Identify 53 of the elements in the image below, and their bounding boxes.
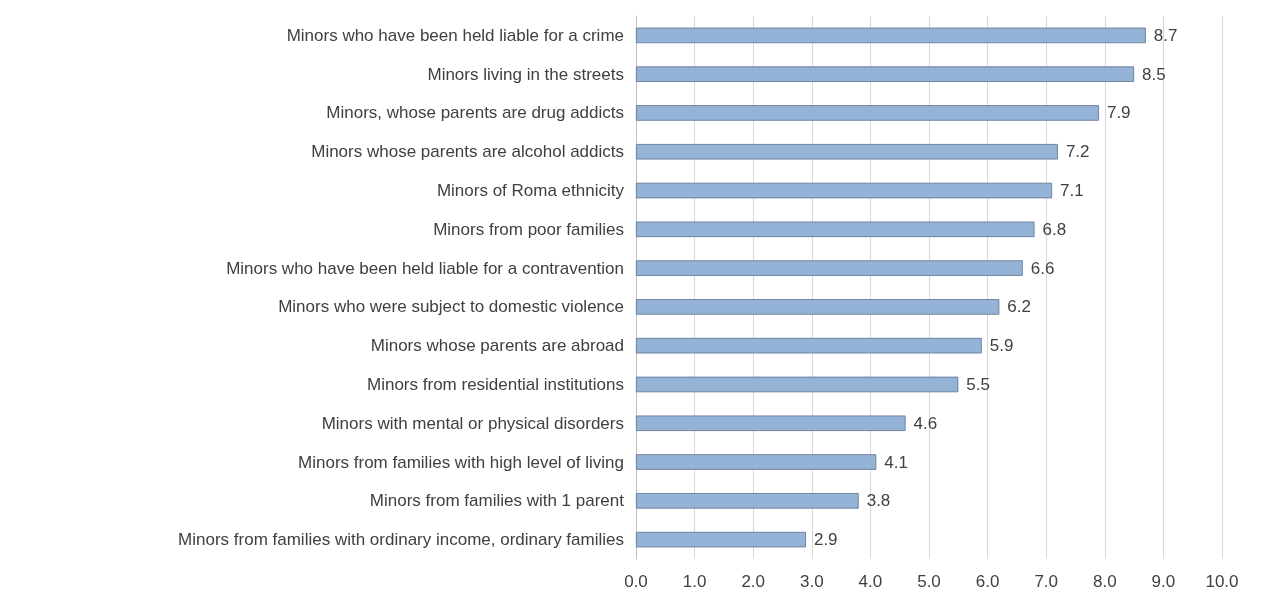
bar [636, 493, 859, 509]
x-tick-label: 9.0 [1151, 572, 1176, 591]
bar [636, 260, 1023, 276]
bar [636, 531, 806, 548]
y-tick-label: Minors, whose parents are drug addicts [326, 103, 624, 123]
y-tick-label: Minors from families with ordinary income, ordinary families [178, 530, 624, 550]
x-tick-label: 1.0 [682, 572, 707, 591]
bar [636, 27, 1146, 44]
data-label: 8.7 [1153, 25, 1178, 45]
data-label: 4.6 [913, 413, 938, 433]
data-label: 6.2 [1007, 297, 1031, 317]
bar [636, 299, 1000, 315]
data-label: 7.1 [1060, 181, 1084, 201]
x-tick-label: 0.0 [624, 572, 648, 591]
data-label: 5.9 [989, 336, 1014, 356]
data-label: 7.2 [1065, 142, 1090, 162]
data-label: 2.9 [813, 530, 838, 550]
y-tick-label: Minors from families with high level of living [298, 452, 624, 472]
y-tick-label: Minors with mental or physical disorders [321, 413, 624, 433]
data-label: 6.6 [1030, 258, 1055, 278]
y-tick-label: Minors whose parents are abroad [370, 336, 624, 356]
x-tick-label: 5.0 [917, 572, 941, 591]
bar [636, 415, 906, 432]
y-tick-label: Minors from families with 1 parent [369, 491, 625, 511]
bar [636, 105, 1099, 121]
y-tick-label: Minors living in the streets [427, 64, 624, 84]
y-tick-label: Minors whose parents are alcohol addicts [311, 142, 624, 162]
x-tick-label: 6.0 [975, 572, 1000, 591]
bar [636, 337, 982, 354]
bar [636, 182, 1053, 199]
bar [636, 454, 877, 470]
y-tick-label: Minors who have been held liable for a crime [286, 25, 624, 45]
y-tick-label: Minors from poor families [433, 219, 624, 239]
y-tick-label: Minors who were subject to domestic violence [278, 297, 624, 317]
data-label: 7.9 [1106, 103, 1131, 123]
y-tick-label: Minors who have been held liable for a contravention [226, 258, 624, 278]
bar [636, 66, 1135, 82]
data-label: 6.8 [1042, 219, 1067, 239]
x-tick-label: 7.0 [1034, 572, 1059, 591]
x-tick-label: 10.0 [1205, 572, 1239, 591]
data-label: 4.1 [884, 452, 908, 472]
data-label: 3.8 [866, 491, 891, 511]
data-label: 5.5 [966, 374, 990, 394]
bar [636, 143, 1058, 160]
y-tick-label: Minors of Roma ethnicity [436, 181, 625, 201]
x-tick-label: 8.0 [1092, 572, 1117, 591]
x-tick-label: 3.0 [799, 572, 824, 591]
data-label: 8.5 [1142, 64, 1166, 84]
x-tick-label: 2.0 [741, 572, 766, 591]
bar [636, 376, 959, 393]
bar [636, 221, 1035, 238]
y-tick-label: Minors from residential institutions [367, 374, 624, 394]
x-tick-label: 4.0 [858, 572, 883, 591]
